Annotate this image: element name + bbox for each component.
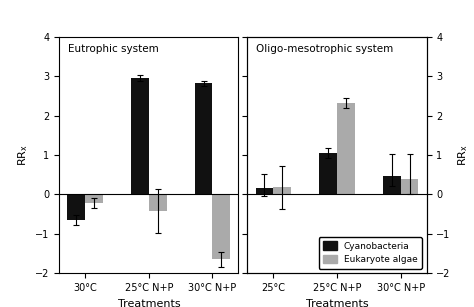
Y-axis label: $\mathregular{RR_x}$: $\mathregular{RR_x}$ [456,144,470,166]
Bar [383,176,401,194]
Bar [401,180,419,194]
X-axis label: Treatments: Treatments [118,298,180,307]
Legend: Cyanobacteria, Eukaryote algae: Cyanobacteria, Eukaryote algae [319,237,422,269]
Text: Eutrophic system: Eutrophic system [68,44,159,54]
X-axis label: Treatments: Treatments [306,298,368,307]
Y-axis label: $\mathregular{RR_x}$: $\mathregular{RR_x}$ [16,144,29,166]
Bar [212,194,230,259]
Bar [255,188,273,194]
Bar [67,194,85,220]
Bar [195,83,212,194]
Bar [273,187,291,194]
Bar [149,194,167,211]
Bar [319,153,337,194]
Bar [85,194,103,203]
Bar [131,78,149,194]
Bar [337,103,355,194]
Text: Oligo-mesotrophic system: Oligo-mesotrophic system [256,44,393,54]
